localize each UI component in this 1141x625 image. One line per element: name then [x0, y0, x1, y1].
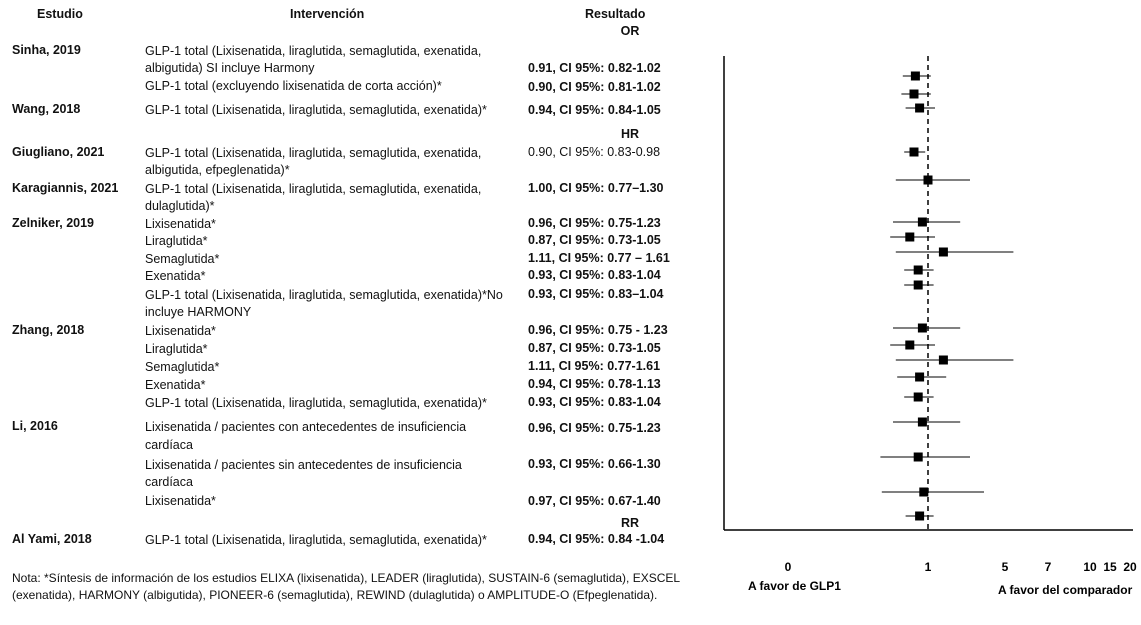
estimate-marks — [880, 71, 1014, 521]
intervention-text: GLP-1 total (Lixisenatida, liraglutida, … — [145, 103, 487, 117]
estimate-marker — [913, 265, 923, 275]
result-text: 0.94, CI 95%: 0.78-1.13 — [528, 377, 661, 391]
intervention-text: Liraglutida* — [145, 234, 208, 248]
intervention-text: GLP-1 total (Lixisenatida, liraglutida, … — [145, 182, 482, 196]
result-text: 0.96, CI 95%: 0.75-1.23 — [528, 216, 661, 230]
study-name: Li, 2016 — [12, 419, 58, 433]
estimate-marker — [913, 392, 923, 402]
study-name: Al Yami, 2018 — [12, 532, 92, 546]
result-text: 1.11, CI 95%: 0.77-1.61 — [528, 359, 661, 373]
intervention-text: Exenatida* — [145, 378, 206, 392]
result-text: 0.87, CI 95%: 0.73-1.05 — [528, 341, 661, 355]
result-text: 0.93, CI 95%: 0.83–1.04 — [528, 287, 664, 301]
right-favor-label: A favor del comparador — [998, 583, 1133, 597]
intervention-text: GLP-1 total (excluyendo lixisenatida de … — [145, 79, 442, 93]
intervention-text: albigutida, efpeglenatida)* — [145, 163, 290, 177]
x-tick-label: 1 — [925, 560, 932, 574]
x-tick-label: 7 — [1045, 560, 1052, 574]
result-text: 1.00, CI 95%: 0.77–1.30 — [528, 181, 664, 195]
study-name: Sinha, 2019 — [12, 43, 81, 57]
estimate-marker — [910, 71, 920, 81]
estimate-marker — [915, 511, 925, 521]
study-name: Zhang, 2018 — [12, 323, 85, 337]
estimate-marker — [909, 89, 919, 99]
estimate-marker — [905, 232, 915, 242]
estimate-marker — [905, 340, 915, 350]
result-text: 0.97, CI 95%: 0.67-1.40 — [528, 494, 661, 508]
intervention-text: Semaglutida* — [145, 252, 220, 266]
estimate-marker — [938, 355, 948, 365]
intervention-text: GLP-1 total (Lixisenatida, liraglutida, … — [145, 146, 482, 160]
estimate-marker — [915, 103, 925, 113]
intervention-text: GLP-1 total (Lixisenatida, liraglutida, … — [145, 288, 503, 302]
intervention-text: Exenatida* — [145, 269, 206, 283]
result-text: 1.11, CI 95%: 0.77 – 1.61 — [528, 251, 670, 265]
plot-axes — [723, 56, 1133, 531]
measure-rr: RR — [620, 516, 640, 530]
estimate-marker — [917, 417, 927, 427]
footnote: Nota: *Síntesis de información de los es… — [12, 571, 680, 602]
x-tick-label: 5 — [1002, 560, 1009, 574]
result-text: 0.90, CI 95%: 0.81-1.02 — [528, 80, 661, 94]
estimate-marker — [917, 217, 927, 227]
intervention-text: Liraglutida* — [145, 342, 208, 356]
study-name: Giugliano, 2021 — [12, 145, 105, 159]
intervention-text: Lixisenatida* — [145, 324, 216, 338]
x-tick-label: 15 — [1103, 560, 1117, 574]
intervention-text: Lixisenatida / pacientes sin antecedente… — [145, 458, 462, 472]
header-study: Estudio — [37, 7, 83, 21]
intervention-text: cardíaca — [145, 475, 193, 489]
result-text: 0.94, CI 95%: 0.84-1.05 — [528, 103, 661, 117]
result-text: 0.96, CI 95%: 0.75-1.23 — [528, 421, 661, 435]
intervention-text: incluye HARMONY — [145, 305, 252, 319]
result-text: 0.90, CI 95%: 0.83-0.98 — [528, 145, 661, 159]
result-text: 0.93, CI 95%: 0.66-1.30 — [528, 457, 661, 471]
estimate-marker — [915, 372, 925, 382]
result-text: 0.94, CI 95%: 0.84 -1.04 — [528, 532, 665, 546]
header-result: Resultado — [585, 7, 646, 21]
study-name: Wang, 2018 — [12, 102, 81, 116]
intervention-text: Semaglutida* — [145, 360, 220, 374]
left-favor-label: A favor de GLP1 — [748, 579, 841, 593]
x-tick-label: 20 — [1123, 560, 1137, 574]
measure-hr: HR — [620, 127, 640, 141]
study-name: Karagiannis, 2021 — [12, 181, 119, 195]
intervention-text: Lixisenatida / pacientes con antecedente… — [145, 420, 467, 434]
result-text: 0.87, CI 95%: 0.73-1.05 — [528, 233, 661, 247]
measure-or: OR — [620, 24, 640, 38]
estimate-marker — [919, 487, 929, 497]
x-tick-labels: 0 1 5 7 10 15 20 — [785, 560, 1137, 574]
intervention-text: cardíaca — [145, 438, 193, 452]
result-text: 0.93, CI 95%: 0.83-1.04 — [528, 268, 661, 282]
intervention-text: GLP-1 total (Lixisenatida, liraglutida, … — [145, 396, 487, 410]
header-intervention: Intervención — [290, 7, 365, 21]
estimate-marker — [913, 280, 923, 290]
intervention-text: GLP-1 total (Lixisenatida, liraglutida, … — [145, 44, 482, 58]
intervention-text: Lixisenatida* — [145, 217, 216, 231]
estimate-marker — [917, 323, 927, 333]
result-text: 0.96, CI 95%: 0.75 - 1.23 — [528, 323, 668, 337]
x-tick-label: 0 — [785, 560, 792, 574]
result-text: 0.91, CI 95%: 0.82-1.02 — [528, 61, 661, 75]
estimate-marker — [909, 147, 919, 157]
intervention-text: albigutida) SI incluye Harmony — [145, 61, 315, 75]
estimate-marker — [938, 247, 948, 257]
study-name: Zelniker, 2019 — [12, 216, 95, 230]
estimate-marker — [913, 452, 923, 462]
intervention-text: GLP-1 total (Lixisenatida, liraglutida, … — [145, 533, 487, 547]
x-tick-label: 10 — [1083, 560, 1097, 574]
intervention-text: Lixisenatida* — [145, 494, 216, 508]
estimate-marker — [923, 175, 933, 185]
result-text: 0.93, CI 95%: 0.83-1.04 — [528, 395, 661, 409]
intervention-text: dulaglutida)* — [145, 199, 215, 213]
